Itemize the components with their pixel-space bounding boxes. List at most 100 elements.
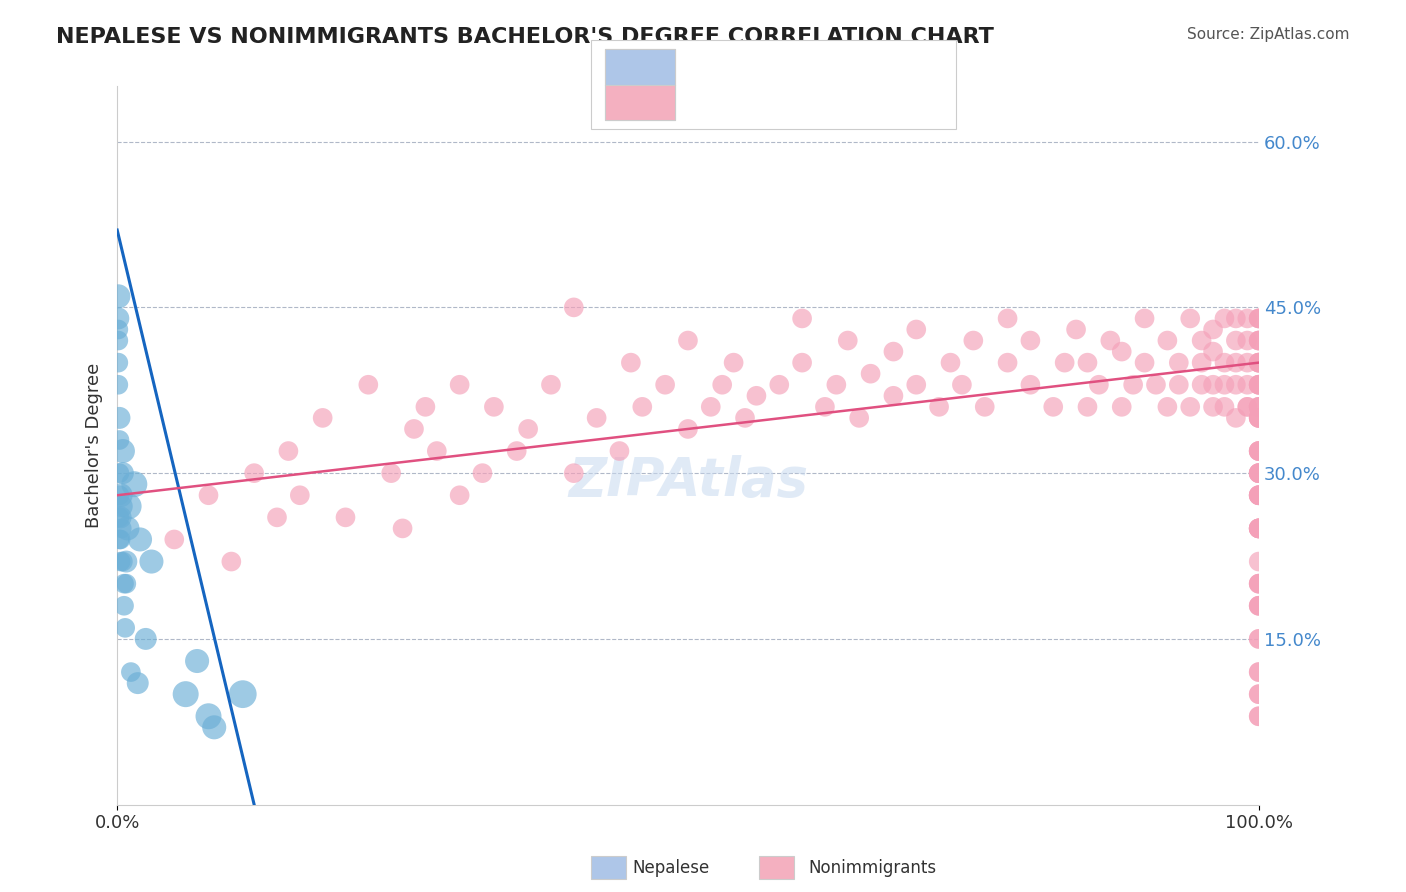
Point	[1247, 521, 1270, 535]
Point	[471, 466, 494, 480]
Point	[1247, 311, 1270, 326]
Point	[1247, 466, 1270, 480]
Point	[540, 377, 562, 392]
Point	[1213, 400, 1236, 414]
Point	[745, 389, 768, 403]
Point	[1064, 322, 1087, 336]
Point	[1247, 400, 1270, 414]
Point	[700, 400, 723, 414]
Point	[1247, 521, 1270, 535]
Point	[1247, 410, 1270, 425]
Point	[108, 433, 131, 447]
Point	[1180, 400, 1202, 414]
Point	[1236, 356, 1258, 370]
Point	[1247, 576, 1270, 591]
Point	[1042, 400, 1064, 414]
Point	[1247, 488, 1270, 502]
Point	[905, 377, 928, 392]
Point	[609, 444, 631, 458]
Point	[243, 466, 266, 480]
Point	[620, 356, 643, 370]
Point	[1247, 311, 1270, 326]
Point	[402, 422, 425, 436]
Point	[1247, 377, 1270, 392]
Point	[1133, 356, 1156, 370]
Point	[1247, 488, 1270, 502]
Point	[1247, 444, 1270, 458]
Point	[1247, 576, 1270, 591]
Point	[1225, 356, 1247, 370]
Text: ZIPAtlas: ZIPAtlas	[568, 456, 808, 508]
Point	[790, 356, 813, 370]
Point	[110, 488, 132, 502]
Point	[734, 410, 756, 425]
Point	[163, 533, 186, 547]
Point	[1247, 356, 1270, 370]
Point	[197, 488, 219, 502]
Point	[115, 576, 138, 591]
Point	[1247, 576, 1270, 591]
Point	[111, 555, 134, 569]
Point	[790, 311, 813, 326]
Point	[1247, 599, 1270, 613]
Point	[1053, 356, 1076, 370]
Point	[174, 687, 197, 701]
Point	[124, 477, 146, 491]
Point	[1236, 400, 1258, 414]
Point	[117, 500, 139, 514]
Point	[1247, 400, 1270, 414]
Point	[1225, 311, 1247, 326]
Text: Nonimmigrants: Nonimmigrants	[808, 859, 936, 877]
Point	[1236, 334, 1258, 348]
Point	[107, 334, 129, 348]
Point	[997, 311, 1019, 326]
Point	[1191, 377, 1213, 392]
Point	[848, 410, 870, 425]
Text: N =: N =	[823, 55, 862, 73]
Text: Source: ZipAtlas.com: Source: ZipAtlas.com	[1187, 27, 1350, 42]
Point	[108, 410, 131, 425]
Point	[311, 410, 333, 425]
Point	[939, 356, 962, 370]
Point	[1156, 400, 1178, 414]
Point	[391, 521, 413, 535]
Point	[1144, 377, 1167, 392]
Point	[1247, 599, 1270, 613]
Point	[654, 377, 676, 392]
Point	[837, 334, 859, 348]
Text: NEPALESE VS NONIMMIGRANTS BACHELOR'S DEGREE CORRELATION CHART: NEPALESE VS NONIMMIGRANTS BACHELOR'S DEG…	[56, 27, 994, 46]
Point	[482, 400, 505, 414]
Point	[117, 521, 139, 535]
Point	[1156, 334, 1178, 348]
Point	[562, 301, 585, 315]
Point	[266, 510, 288, 524]
Point	[1180, 311, 1202, 326]
Point	[1099, 334, 1122, 348]
Point	[1225, 377, 1247, 392]
Text: N =: N =	[823, 91, 862, 109]
Point	[107, 377, 129, 392]
Point	[825, 377, 848, 392]
Point	[426, 444, 449, 458]
Point	[1247, 466, 1270, 480]
Point	[108, 466, 131, 480]
Point	[335, 510, 357, 524]
Point	[1247, 488, 1270, 502]
Point	[1247, 521, 1270, 535]
Point	[768, 377, 790, 392]
Point	[676, 334, 699, 348]
Point	[1247, 356, 1270, 370]
Point	[1247, 377, 1270, 392]
Point	[1202, 400, 1225, 414]
Text: R =: R =	[696, 55, 735, 73]
Point	[962, 334, 984, 348]
Point	[1247, 632, 1270, 646]
Point	[973, 400, 995, 414]
Point	[112, 599, 135, 613]
Point	[1167, 377, 1189, 392]
Point	[108, 488, 131, 502]
Point	[997, 356, 1019, 370]
Point	[1247, 466, 1270, 480]
Point	[1247, 377, 1270, 392]
Point	[1247, 709, 1270, 723]
